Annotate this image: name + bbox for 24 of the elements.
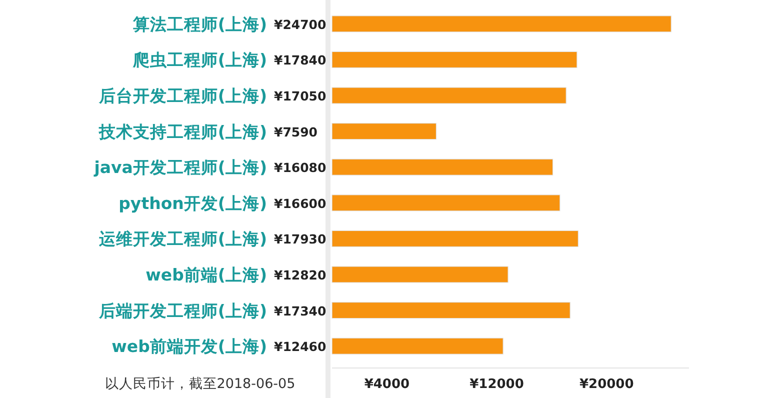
data-label: ¥17340	[274, 303, 326, 318]
y-tick-label: java开发工程师(上海)	[93, 158, 267, 178]
data-label: ¥16080	[274, 160, 326, 176]
data-label: ¥7590	[274, 124, 318, 140]
y-tick-label: 技术支持工程师(上海)	[98, 122, 267, 142]
y-tick-label: python开发(上海)	[118, 194, 267, 213]
data-label: ¥16600	[274, 196, 326, 211]
x-tick-label: ¥4000	[364, 377, 410, 392]
x-tick-label: ¥12000	[470, 377, 524, 392]
data-label: ¥17840	[274, 52, 326, 68]
data-label: ¥12460	[274, 339, 326, 354]
y-tick-label: 后台开发工程师(上海)	[98, 86, 267, 106]
data-label: ¥24700	[274, 16, 326, 32]
y-tick-label: web前端开发(上海)	[112, 337, 267, 356]
data-label: ¥17930	[274, 232, 326, 247]
y-tick-label: 算法工程师(上海)	[132, 14, 267, 34]
y-tick-label: 爬虫工程师(上海)	[132, 50, 267, 70]
text: 以人民币计，截至2018-06-05	[104, 376, 296, 392]
data-label: ¥12820	[274, 268, 326, 282]
y-tick-label: web前端(上海)	[146, 266, 267, 284]
data-label: ¥17050	[274, 88, 326, 104]
x-tick-label: ¥20000	[579, 377, 634, 392]
y-tick-label: 后端开发工程师(上海)	[98, 301, 267, 320]
y-tick-label: 运维开发工程师(上海)	[98, 230, 267, 249]
